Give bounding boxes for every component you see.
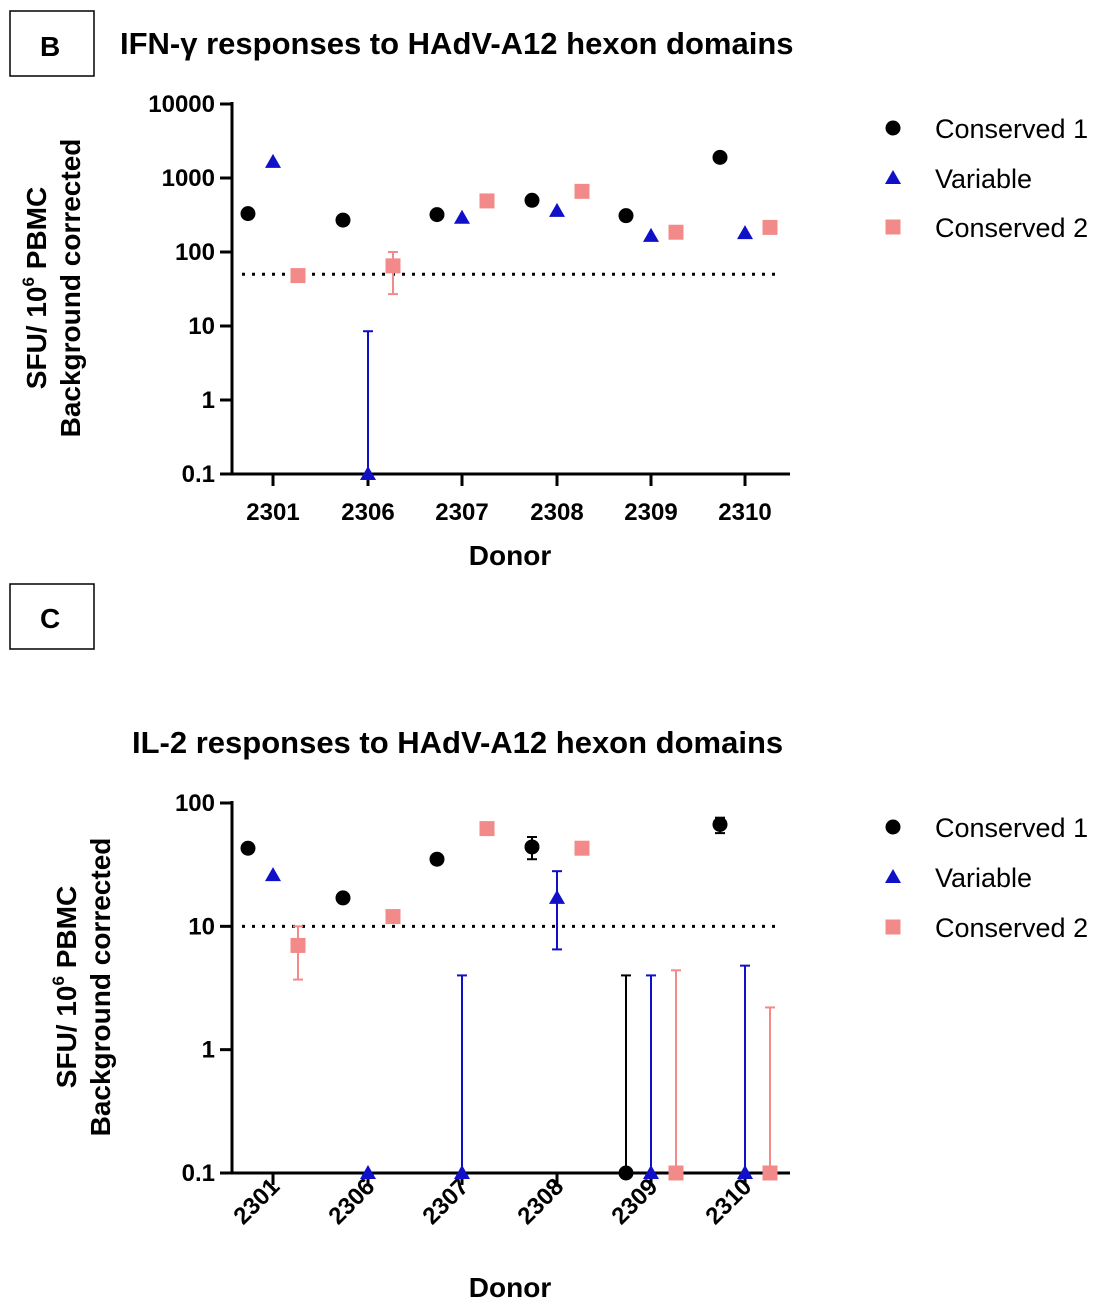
data-point-square: [290, 937, 306, 953]
legend-label: Variable: [935, 863, 1032, 893]
legend-marker-square: [885, 919, 901, 935]
chart-ifn-gamma: IFN-γ responses to HAdV-A12 hexon domain…: [19, 26, 1088, 571]
data-point-circle: [524, 192, 540, 208]
data-point-square: [290, 268, 306, 284]
data-point-square: [762, 1165, 778, 1181]
data-point-triangle: [360, 466, 376, 480]
x-tick-label: 2310: [718, 499, 771, 526]
data-point-square: [574, 840, 590, 856]
data-point-triangle: [549, 889, 565, 904]
y-tick-label: 100: [175, 790, 215, 817]
x-tick-label: 2310: [700, 1173, 757, 1230]
y-tick-label: 10000: [148, 91, 215, 118]
y-tick-label: 10: [188, 913, 215, 940]
legend-label: Variable: [935, 164, 1032, 194]
data-point-square: [385, 258, 401, 274]
data-point-triangle: [643, 227, 659, 242]
data-point-circle: [240, 206, 256, 222]
data-point-circle: [712, 816, 728, 832]
y-tick-label: 1000: [162, 165, 215, 192]
y-tick-label: 10: [188, 313, 215, 340]
data-point-square: [668, 1165, 684, 1181]
legend-label: Conserved 2: [935, 913, 1088, 943]
data-point-square: [479, 821, 495, 837]
x-tick-label: 2306: [341, 499, 394, 526]
data-point-circle: [429, 207, 445, 223]
data-point-triangle: [265, 153, 281, 168]
y-tick-label: 0.1: [182, 1160, 215, 1187]
data-point-triangle: [643, 1165, 659, 1179]
y-axis-label-line2: Background corrected: [55, 139, 86, 438]
data-point-triangle: [737, 225, 753, 240]
y-axis-label-line2: Background corrected: [85, 838, 116, 1137]
y-tick-label: 0.1: [182, 461, 215, 488]
legend-marker-circle: [885, 819, 901, 835]
data-point-circle: [335, 890, 351, 906]
legend-label: Conserved 2: [935, 213, 1088, 243]
x-axis-label: Donor: [469, 1272, 552, 1301]
x-tick-label: 2308: [530, 499, 583, 526]
x-tick-label: 2301: [228, 1173, 285, 1230]
data-point-circle: [429, 851, 445, 867]
data-point-circle: [335, 212, 351, 228]
legend-marker-triangle: [885, 170, 901, 184]
data-point-circle: [618, 208, 634, 224]
x-tick-label: 2306: [323, 1173, 380, 1230]
chart-title: IFN-γ responses to HAdV-A12 hexon domain…: [120, 26, 794, 61]
data-point-circle: [240, 840, 256, 856]
data-point-triangle: [265, 867, 281, 882]
data-point-triangle: [737, 1165, 753, 1179]
chart-il-2: IL-2 responses to HAdV-A12 hexon domains…: [49, 725, 1088, 1303]
x-tick-label: 2309: [624, 499, 677, 526]
x-tick-label: 2307: [417, 1173, 474, 1230]
data-point-square: [668, 224, 684, 240]
panel-c-label: C: [40, 603, 60, 634]
x-tick-label: 2301: [246, 499, 299, 526]
y-axis-label-line1: SFU/ 106 PBMC: [19, 187, 52, 389]
data-point-circle: [712, 149, 728, 165]
legend-label: Conserved 1: [935, 114, 1088, 144]
y-axis-label-line1: SFU/ 106 PBMC: [49, 886, 82, 1088]
data-point-triangle: [360, 1165, 376, 1179]
legend-marker-triangle: [885, 869, 901, 883]
data-point-square: [574, 183, 590, 199]
x-tick-label: 2308: [512, 1173, 569, 1230]
data-point-square: [385, 909, 401, 925]
y-tick-label: 100: [175, 239, 215, 266]
data-point-square: [479, 193, 495, 209]
panel-c-box: [9, 583, 95, 650]
legend-label: Conserved 1: [935, 813, 1088, 843]
data-point-triangle: [454, 1165, 470, 1179]
data-point-triangle: [454, 209, 470, 224]
panel-b-label: B: [40, 31, 60, 62]
x-axis-label: Donor: [469, 540, 552, 571]
y-tick-label: 1: [202, 1037, 215, 1064]
x-tick-label: 2307: [435, 499, 488, 526]
data-point-triangle: [549, 202, 565, 217]
x-tick-label: 2309: [606, 1173, 663, 1230]
legend-marker-circle: [885, 120, 901, 136]
data-point-circle: [524, 839, 540, 855]
data-point-circle: [618, 1165, 634, 1181]
panel-b-box: [9, 10, 95, 77]
data-point-square: [762, 219, 778, 235]
chart-title: IL-2 responses to HAdV-A12 hexon domains: [132, 725, 783, 760]
y-tick-label: 1: [202, 387, 215, 414]
legend-marker-square: [885, 219, 901, 235]
